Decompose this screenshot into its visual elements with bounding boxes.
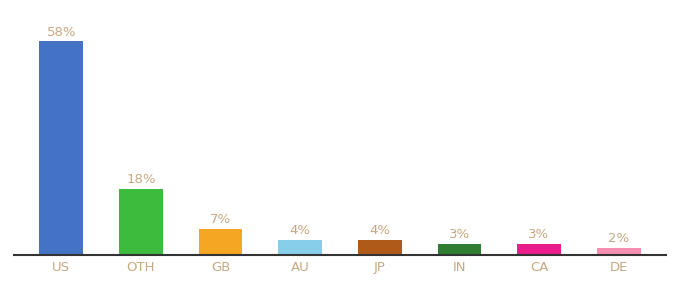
Text: 3%: 3% (449, 228, 470, 241)
Bar (358, 240, 402, 255)
Text: 2%: 2% (608, 232, 629, 245)
Text: 58%: 58% (47, 26, 76, 38)
Text: 18%: 18% (126, 173, 156, 186)
Text: 7%: 7% (210, 213, 231, 226)
Bar (119, 189, 163, 255)
Bar (199, 229, 243, 255)
Text: 4%: 4% (290, 224, 311, 237)
Text: 3%: 3% (528, 228, 549, 241)
Bar (517, 244, 561, 255)
Bar (39, 41, 83, 255)
Bar (597, 248, 641, 255)
Bar (437, 244, 481, 255)
Text: 4%: 4% (369, 224, 390, 237)
Bar (278, 240, 322, 255)
